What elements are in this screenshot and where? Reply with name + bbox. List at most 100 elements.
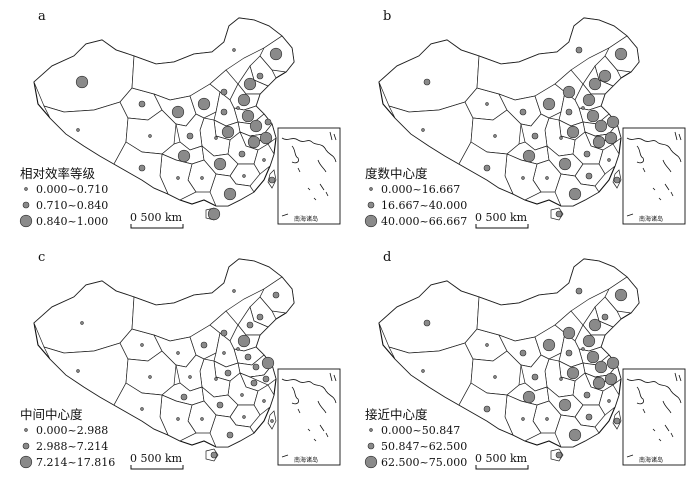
legend-range: 0.000~50.847 bbox=[381, 424, 460, 437]
province-symbol bbox=[259, 131, 273, 145]
province-symbol bbox=[421, 128, 425, 132]
province-symbol bbox=[180, 393, 188, 401]
province-symbol bbox=[566, 125, 580, 139]
province-symbol bbox=[586, 350, 600, 364]
province-symbol bbox=[176, 176, 180, 180]
province-symbol bbox=[613, 176, 621, 184]
province-symbol bbox=[594, 119, 608, 133]
legend-range: 62.500~75.000 bbox=[381, 456, 467, 469]
map-panel-c: c 南海诸岛 中间中心度 0.000~2.988 2.988~7.214 7.214~17… bbox=[19, 250, 341, 470]
province-symbol bbox=[575, 287, 583, 295]
legend-range: 0.840~1.000 bbox=[36, 215, 108, 228]
legend-title: 中间中心度 bbox=[20, 407, 83, 422]
province-symbol bbox=[240, 393, 244, 397]
province-symbol bbox=[75, 75, 89, 89]
province-symbol bbox=[197, 97, 211, 111]
province-symbol bbox=[582, 93, 596, 107]
province-symbol bbox=[592, 376, 606, 390]
province-symbol bbox=[586, 109, 600, 123]
province-symbol bbox=[582, 334, 596, 348]
province-symbol bbox=[222, 351, 226, 355]
province-symbol bbox=[188, 375, 192, 379]
province-symbol bbox=[223, 187, 237, 201]
province-symbol bbox=[613, 417, 621, 425]
map-panel-b: b 南海诸岛 度数中心度 0.000~16.667 16.667~40.000 40.00… bbox=[364, 9, 686, 229]
province-symbol bbox=[542, 338, 556, 352]
province-symbol bbox=[210, 451, 218, 459]
province-symbol bbox=[606, 115, 620, 129]
province-symbol bbox=[604, 372, 618, 386]
province-symbol bbox=[272, 291, 280, 299]
legend-range: 50.847~62.500 bbox=[381, 440, 467, 453]
province-symbol bbox=[140, 343, 144, 347]
inset-label: 南海诸岛 bbox=[294, 456, 318, 464]
province-symbol bbox=[216, 401, 224, 409]
province-symbol bbox=[558, 398, 572, 412]
province-symbol bbox=[604, 131, 618, 145]
province-symbol bbox=[250, 379, 258, 387]
province-symbol bbox=[423, 319, 431, 327]
legend-range: 16.667~40.000 bbox=[381, 199, 467, 212]
province-symbol bbox=[601, 313, 609, 321]
province-symbol bbox=[421, 369, 425, 373]
legend-title: 接近中心度 bbox=[365, 407, 428, 422]
province-symbol bbox=[559, 377, 563, 381]
legend-range: 0.000~2.988 bbox=[36, 424, 108, 437]
province-symbol bbox=[585, 172, 593, 180]
south-china-sea-inset: 南海诸岛 bbox=[622, 127, 686, 225]
province-symbol bbox=[545, 417, 549, 421]
province-symbol bbox=[264, 118, 272, 126]
scale-bar: 0 500 km bbox=[130, 452, 184, 470]
province-symbol bbox=[566, 366, 580, 380]
scale-bar-label: 0 500 km bbox=[475, 211, 528, 224]
province-symbol bbox=[568, 187, 582, 201]
province-symbol bbox=[214, 136, 218, 140]
legend-symbol bbox=[367, 442, 375, 450]
inset-label: 南海诸岛 bbox=[639, 215, 663, 223]
legend-symbol bbox=[369, 187, 373, 191]
legend-symbol bbox=[369, 428, 373, 432]
province-symbol bbox=[583, 150, 591, 158]
province-symbol bbox=[568, 428, 582, 442]
legend-range: 40.000~66.667 bbox=[381, 215, 467, 228]
province-symbol bbox=[521, 176, 525, 180]
province-symbol bbox=[485, 343, 489, 347]
province-symbol bbox=[493, 375, 497, 379]
province-symbol bbox=[76, 369, 80, 373]
province-symbol bbox=[237, 334, 251, 348]
province-symbol bbox=[138, 164, 146, 172]
province-symbol bbox=[522, 149, 536, 163]
province-symbol bbox=[238, 150, 246, 158]
province-symbol bbox=[594, 360, 608, 374]
province-symbol bbox=[241, 109, 255, 123]
legend-symbol bbox=[22, 201, 30, 209]
province-symbol bbox=[270, 419, 274, 423]
legend-title: 度数中心度 bbox=[365, 166, 428, 181]
legend-symbol bbox=[364, 214, 378, 228]
legend-symbol bbox=[24, 428, 28, 432]
province-symbol bbox=[558, 157, 572, 171]
province-symbol bbox=[521, 417, 525, 421]
panel-letter: a bbox=[38, 9, 46, 24]
south-china-sea-inset: 南海诸岛 bbox=[622, 368, 686, 466]
legend-symbol bbox=[367, 201, 375, 209]
province-symbol bbox=[598, 69, 612, 83]
province-symbol bbox=[237, 93, 251, 107]
province-symbol bbox=[531, 373, 539, 381]
map-panel-a: a 南海诸岛 相对效率等级 0.000~0.710 0.710~0.840 0.840~1… bbox=[19, 9, 341, 229]
province-symbol bbox=[562, 326, 576, 340]
province-symbol bbox=[262, 375, 270, 383]
province-symbol bbox=[138, 100, 146, 108]
province-symbol bbox=[555, 210, 563, 218]
province-symbol bbox=[583, 391, 591, 399]
map-panel-d: d 南海诸岛 接近中心度 0.000~50.847 50.847~62.500 62.50… bbox=[364, 250, 686, 470]
province-symbol bbox=[247, 135, 261, 149]
province-symbol bbox=[224, 369, 232, 377]
province-symbol bbox=[213, 157, 227, 171]
province-symbol bbox=[232, 48, 236, 52]
province-symbol bbox=[261, 356, 275, 370]
scale-bar: 0 500 km bbox=[475, 452, 529, 470]
province-symbol bbox=[220, 88, 228, 96]
province-symbol bbox=[423, 78, 431, 86]
